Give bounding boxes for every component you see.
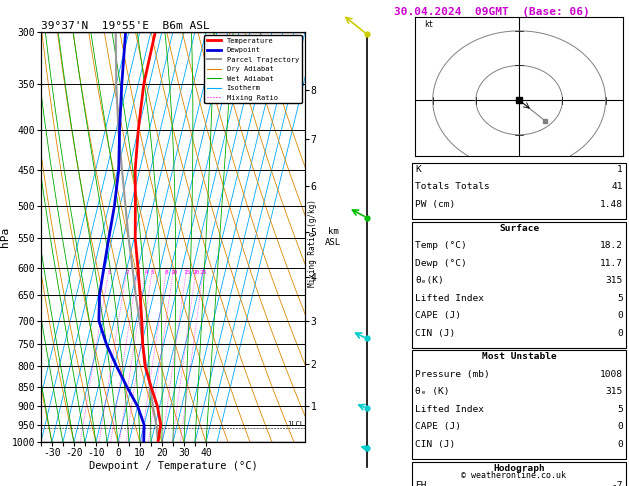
Text: 10: 10 (170, 270, 177, 275)
Text: 0: 0 (617, 422, 623, 432)
Text: CIN (J): CIN (J) (416, 329, 455, 338)
FancyBboxPatch shape (413, 222, 626, 348)
Text: 5: 5 (617, 405, 623, 414)
Text: K: K (416, 165, 421, 174)
Text: 4: 4 (144, 270, 148, 275)
Text: 18.2: 18.2 (600, 241, 623, 250)
Text: 41: 41 (611, 182, 623, 191)
FancyBboxPatch shape (413, 163, 626, 219)
Legend: Temperature, Dewpoint, Parcel Trajectory, Dry Adiabat, Wet Adiabat, Isotherm, Mi: Temperature, Dewpoint, Parcel Trajectory… (204, 35, 301, 104)
Text: Pressure (mb): Pressure (mb) (416, 370, 490, 379)
Text: CAPE (J): CAPE (J) (416, 311, 462, 320)
Text: Mixing Ratio (g/kg): Mixing Ratio (g/kg) (308, 199, 317, 287)
Text: 0: 0 (617, 329, 623, 338)
Text: Most Unstable: Most Unstable (482, 352, 557, 362)
Text: 2: 2 (125, 270, 129, 275)
Text: Totals Totals: Totals Totals (416, 182, 490, 191)
FancyBboxPatch shape (413, 350, 626, 459)
Text: θₑ (K): θₑ (K) (416, 387, 450, 397)
Text: 20: 20 (192, 270, 200, 275)
Text: PW (cm): PW (cm) (416, 200, 455, 209)
Text: 1008: 1008 (600, 370, 623, 379)
Text: 1.48: 1.48 (600, 200, 623, 209)
Text: CIN (J): CIN (J) (416, 440, 455, 449)
Text: 25: 25 (200, 270, 208, 275)
Text: 5: 5 (151, 270, 155, 275)
Text: 1LCL: 1LCL (287, 421, 304, 427)
Y-axis label: km
ASL: km ASL (325, 227, 341, 246)
Text: 0: 0 (617, 311, 623, 320)
Text: © weatheronline.co.uk: © weatheronline.co.uk (460, 471, 565, 480)
Text: 15: 15 (183, 270, 191, 275)
X-axis label: Dewpoint / Temperature (°C): Dewpoint / Temperature (°C) (89, 461, 257, 470)
Text: 1: 1 (617, 165, 623, 174)
Text: Lifted Index: Lifted Index (416, 294, 484, 303)
Text: 0: 0 (617, 440, 623, 449)
Text: Lifted Index: Lifted Index (416, 405, 484, 414)
FancyBboxPatch shape (413, 462, 626, 486)
Text: 11.7: 11.7 (600, 259, 623, 268)
Text: Dewp (°C): Dewp (°C) (416, 259, 467, 268)
Y-axis label: hPa: hPa (1, 227, 11, 247)
Text: θₑ(K): θₑ(K) (416, 276, 444, 285)
Text: 3: 3 (136, 270, 140, 275)
Text: EH: EH (416, 481, 427, 486)
Text: 315: 315 (606, 387, 623, 397)
Text: Surface: Surface (499, 224, 539, 233)
Text: 30.04.2024  09GMT  (Base: 06): 30.04.2024 09GMT (Base: 06) (394, 7, 589, 17)
Text: -7: -7 (611, 481, 623, 486)
Text: 39°37'N  19°55'E  B6m ASL: 39°37'N 19°55'E B6m ASL (41, 21, 209, 31)
Text: CAPE (J): CAPE (J) (416, 422, 462, 432)
Text: 1: 1 (108, 270, 111, 275)
Text: Hodograph: Hodograph (493, 464, 545, 473)
Text: 5: 5 (617, 294, 623, 303)
Text: Temp (°C): Temp (°C) (416, 241, 467, 250)
Text: 8: 8 (165, 270, 169, 275)
Text: 315: 315 (606, 276, 623, 285)
